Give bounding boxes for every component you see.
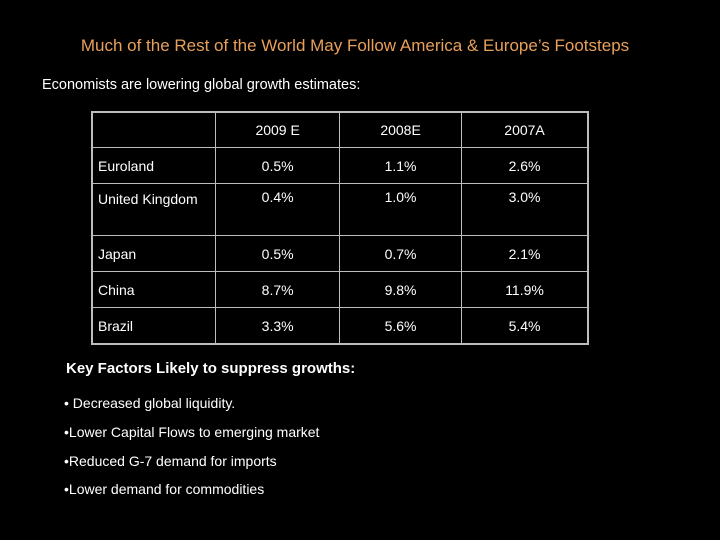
value-cell-2007a: 2.1% bbox=[461, 235, 589, 272]
value-cell-2009e: 0.5% bbox=[215, 147, 341, 184]
table-row-brazil: Brazil 3.3% 5.6% 5.4% bbox=[91, 307, 589, 345]
table-corner-cell bbox=[91, 111, 217, 148]
country-cell: Brazil bbox=[91, 307, 217, 345]
table-row-china: China 8.7% 9.8% 11.9% bbox=[91, 271, 589, 308]
header-2009e: 2009 E bbox=[215, 111, 341, 148]
value-cell-2008e: 0.7% bbox=[339, 235, 463, 272]
country-cell: Japan bbox=[91, 235, 217, 272]
country-cell: United Kingdom bbox=[91, 183, 217, 236]
table-row-japan: Japan 0.5% 0.7% 2.1% bbox=[91, 235, 589, 272]
header-2007a: 2007A bbox=[461, 111, 589, 148]
value-cell-2008e: 9.8% bbox=[339, 271, 463, 308]
factor-item: •Lower Capital Flows to emerging market bbox=[64, 424, 320, 440]
header-2008e: 2008E bbox=[339, 111, 463, 148]
table-row-euroland: Euroland 0.5% 1.1% 2.6% bbox=[91, 147, 589, 184]
key-factors-title: Key Factors Likely to suppress growths: bbox=[66, 360, 356, 377]
slide-subtitle: Economists are lowering global growth es… bbox=[42, 77, 361, 93]
factor-item: •Reduced G-7 demand for imports bbox=[64, 453, 277, 469]
country-cell: China bbox=[91, 271, 217, 308]
value-cell-2009e: 0.4% bbox=[215, 183, 341, 236]
growth-estimates-table: 2009 E 2008E 2007A Euroland 0.5% 1.1% 2.… bbox=[91, 111, 589, 345]
factor-item: •Lower demand for commodities bbox=[64, 481, 265, 497]
value-cell-2007a: 3.0% bbox=[461, 183, 589, 236]
table-row-united-kingdom: United Kingdom 0.4% 1.0% 3.0% bbox=[91, 183, 589, 236]
slide-title: Much of the Rest of the World May Follow… bbox=[80, 36, 630, 55]
value-cell-2007a: 5.4% bbox=[461, 307, 589, 345]
value-cell-2008e: 1.0% bbox=[339, 183, 463, 236]
value-cell-2007a: 2.6% bbox=[461, 147, 589, 184]
value-cell-2007a: 11.9% bbox=[461, 271, 589, 308]
value-cell-2009e: 3.3% bbox=[215, 307, 341, 345]
value-cell-2009e: 8.7% bbox=[215, 271, 341, 308]
value-cell-2008e: 5.6% bbox=[339, 307, 463, 345]
value-cell-2008e: 1.1% bbox=[339, 147, 463, 184]
table-header-row: 2009 E 2008E 2007A bbox=[91, 111, 589, 148]
value-cell-2009e: 0.5% bbox=[215, 235, 341, 272]
country-cell: Euroland bbox=[91, 147, 217, 184]
factor-item: • Decreased global liquidity. bbox=[64, 395, 236, 411]
